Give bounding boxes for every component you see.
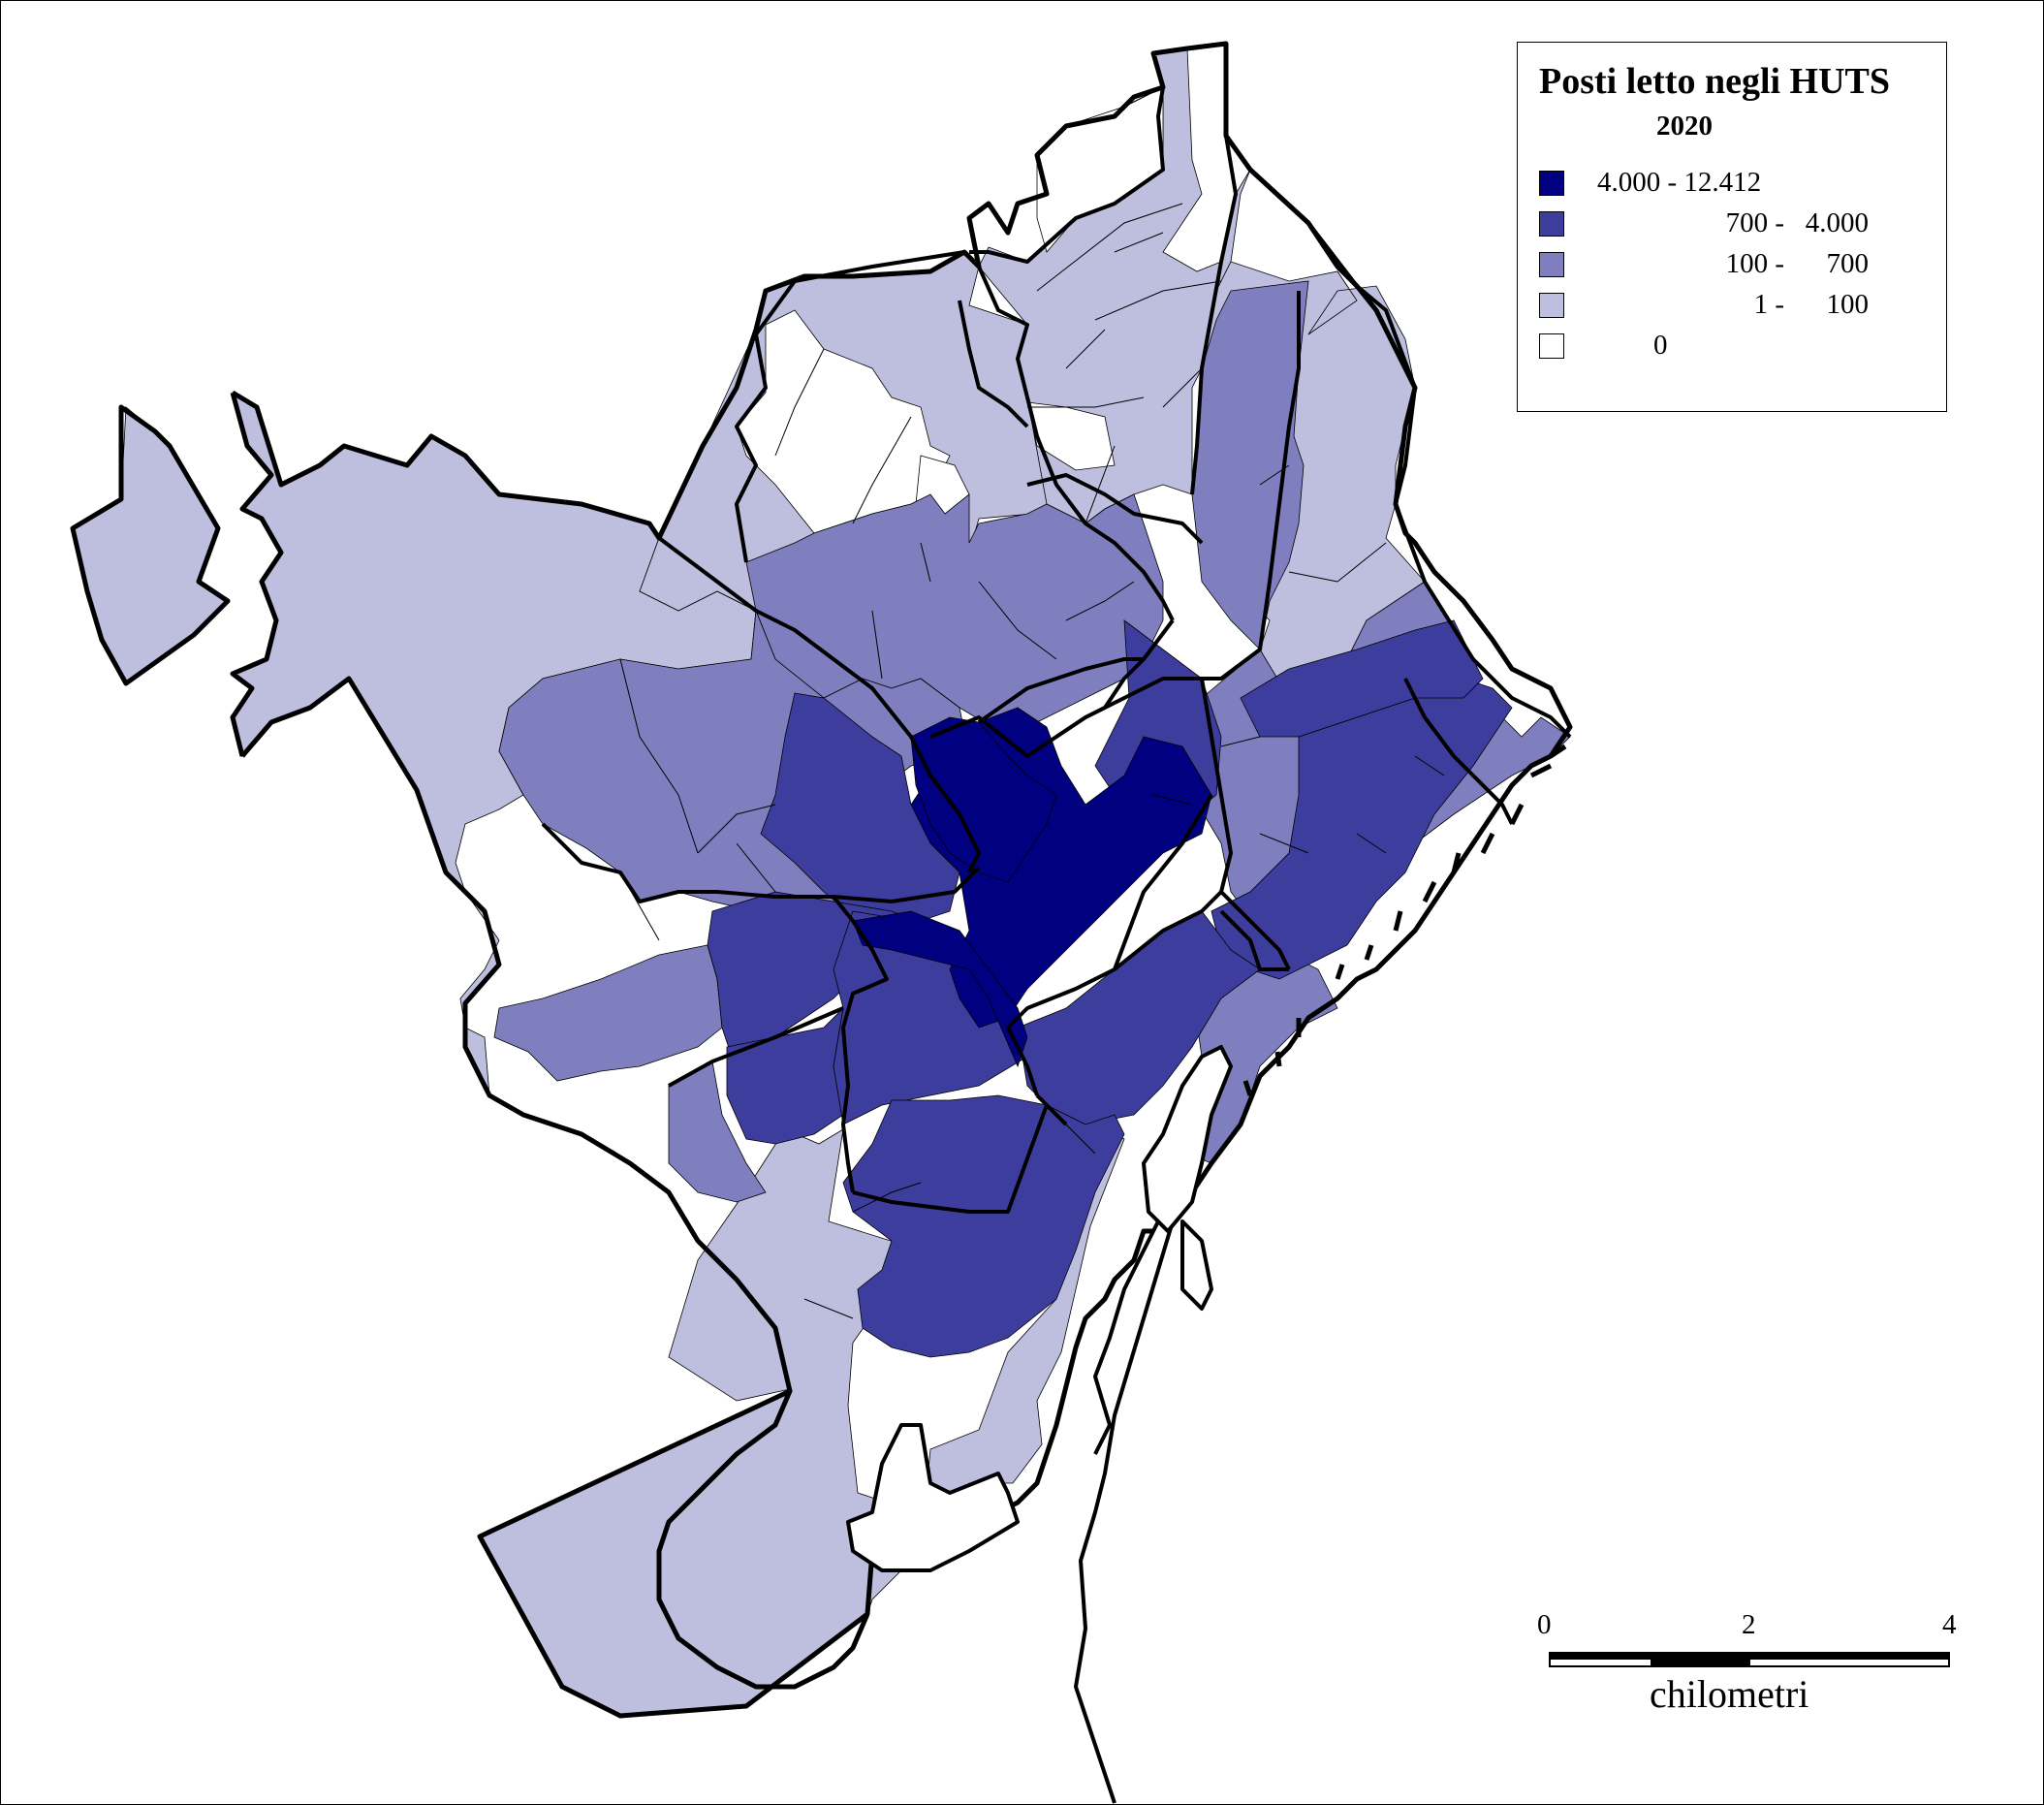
- legend-swatch: [1539, 293, 1564, 318]
- legend: Posti letto negli HUTS 2020 4.000 - 12.4…: [1517, 42, 1947, 412]
- thick-border: [977, 657, 1144, 724]
- legend-item: 4.000 - 12.412: [1539, 167, 1927, 198]
- legend-label: 1 - 100: [1753, 289, 1869, 320]
- legend-label: 700 - 4.000: [1725, 207, 1869, 238]
- scale-tick-0: 0: [1537, 1609, 1552, 1640]
- district-montjuic-barri: [842, 1094, 1125, 1358]
- legend-swatch: [1539, 171, 1564, 196]
- scale-tick-2: 2: [1742, 1609, 1756, 1640]
- districts: [72, 43, 1571, 1717]
- thick-border: [1113, 793, 1213, 970]
- thick-border: [541, 822, 981, 903]
- legend-item: 700 - 4.000: [1539, 207, 1927, 238]
- district-eixample-left: [852, 910, 1028, 1068]
- thick-border: [958, 300, 1029, 428]
- port-piers: [846, 1045, 1233, 1804]
- district-sagrada-familia: [910, 716, 1057, 883]
- legend-item: 1 - 100: [1539, 289, 1927, 320]
- district-les-corts-west: [493, 944, 723, 1082]
- scale-segment: [1750, 1654, 1950, 1660]
- thick-border: [1219, 890, 1291, 970]
- thick-border: [735, 250, 981, 563]
- legend-label: 100 - 700: [1725, 248, 1869, 279]
- thick-border: [1219, 909, 1289, 971]
- thin-line: [542, 86, 1445, 1319]
- thick-border: [1026, 473, 1204, 545]
- scale-bar-graphic: [1549, 1652, 1950, 1667]
- pier: [846, 1423, 1020, 1572]
- legend-swatch: [1539, 252, 1564, 277]
- scale-segment: [1551, 1654, 1651, 1660]
- breakwater: [1242, 744, 1567, 1096]
- thick-border: [977, 266, 1175, 621]
- thick-border: [668, 1006, 844, 1088]
- legend-swatch: [1539, 211, 1564, 237]
- neighbourhood-lines: [542, 86, 1445, 1319]
- scale-unit: chilometri: [1650, 1672, 1809, 1716]
- thick-border: [852, 1104, 1049, 1214]
- thick-border: [1006, 677, 1233, 1096]
- thick-border: [1202, 291, 1301, 681]
- legend-label: 0: [1653, 330, 1668, 361]
- scale-segment: [1651, 1654, 1750, 1665]
- thick-border: [657, 536, 981, 873]
- scale-tick-4: 4: [1942, 1609, 1957, 1640]
- pier: [1074, 1210, 1175, 1804]
- legend-year: 2020: [1656, 111, 1713, 142]
- district-poblenou: [1240, 619, 1484, 738]
- thick-border: [832, 895, 889, 1193]
- legend-label: 4.000 - 12.412: [1597, 167, 1762, 198]
- legend-item: 100 - 700: [1539, 248, 1927, 279]
- district-sarria-west: [72, 406, 229, 684]
- breakwaters: [1242, 744, 1567, 1096]
- thick-border: [1190, 135, 1238, 495]
- legend-title: Posti letto negli HUTS: [1539, 61, 1891, 102]
- scale-bar: 0 2 4 chilometri: [1537, 1609, 1967, 1716]
- thick-border: [1403, 678, 1514, 825]
- legend-item: 0: [1539, 330, 1927, 361]
- legend-swatch: [1539, 333, 1564, 359]
- thick-border: [969, 86, 1165, 264]
- thick-border: [1035, 1093, 1068, 1126]
- pier: [1142, 1045, 1233, 1233]
- district-sants-south: [668, 1061, 767, 1203]
- pier: [1180, 1219, 1213, 1311]
